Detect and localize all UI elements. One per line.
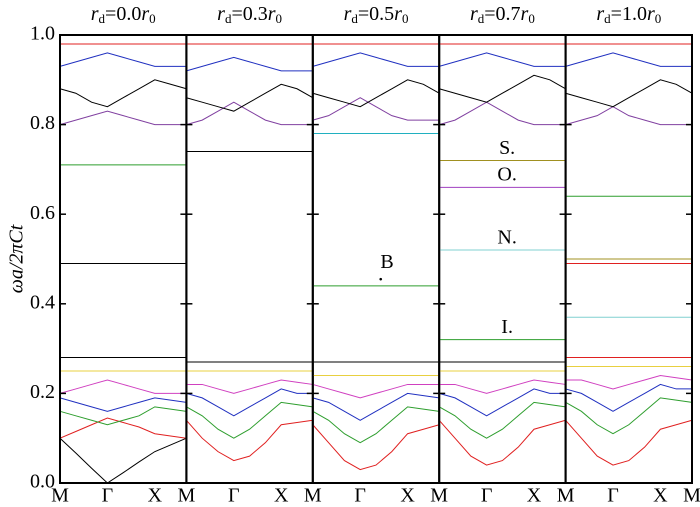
band-line (59, 397, 187, 412)
panel-title: rd=0.3r0 (217, 3, 282, 26)
marker-dot (379, 277, 383, 281)
band-line (186, 379, 313, 394)
band-line (439, 388, 566, 417)
x-tick-label: X (400, 485, 415, 507)
x-tick-label: Γ (354, 485, 366, 507)
annotation: B (380, 251, 393, 273)
band-line (59, 379, 187, 394)
band-line (186, 56, 313, 72)
panel-title: rd=0.0r0 (91, 3, 156, 26)
band-line (59, 417, 187, 439)
y-tick-label: 0.2 (30, 381, 55, 403)
y-axis-label: ωa/2πCt (6, 224, 28, 293)
band-line (59, 437, 187, 484)
band-line (312, 406, 440, 444)
y-tick-label: 0.0 (30, 471, 55, 493)
band-line (439, 52, 566, 67)
band-line (312, 52, 440, 67)
panel-frame (438, 34, 567, 484)
band-line (59, 52, 187, 67)
panel-title: rd=1.0r0 (596, 3, 661, 26)
panel-frame (311, 34, 441, 484)
band-line (312, 424, 440, 471)
x-tick-label: M (178, 485, 196, 507)
x-tick-label: M (557, 485, 575, 507)
y-tick-label: 1.0 (30, 23, 55, 45)
annotation: S. (499, 137, 515, 159)
band-line (439, 74, 566, 103)
x-tick-label: X (274, 485, 289, 507)
x-tick-label: X (653, 485, 668, 507)
band-line (312, 97, 440, 121)
band-line (565, 419, 693, 466)
x-tick-label: X (527, 485, 542, 507)
x-tick-label: Γ (607, 485, 619, 507)
band-line (186, 388, 313, 417)
band-line (59, 406, 187, 426)
y-tick-label: 0.6 (30, 202, 55, 224)
band-line (312, 392, 440, 421)
annotation: O. (497, 164, 516, 186)
band-line (565, 374, 693, 390)
panel-frame (59, 34, 188, 484)
band-line (312, 79, 440, 108)
band-line (438, 401, 566, 439)
y-tick-label: 0.4 (30, 291, 55, 313)
panel-title: rd=0.7r0 (470, 3, 535, 26)
band-line (565, 106, 692, 126)
x-tick-label: X (148, 485, 163, 507)
band-line (312, 383, 440, 399)
panel-title: rd=0.5r0 (344, 3, 409, 26)
annotation: I. (501, 316, 513, 338)
band-line (186, 83, 314, 112)
band-line (59, 79, 187, 108)
band-line (59, 110, 187, 126)
band-line (186, 401, 313, 439)
y-tick-label: 0.8 (30, 112, 55, 134)
band-line (439, 379, 566, 394)
x-tick-label: Γ (481, 485, 493, 507)
x-tick-label: M (683, 485, 700, 507)
annotation: N. (497, 226, 516, 248)
band-line (565, 383, 692, 412)
x-tick-label: Γ (102, 485, 114, 507)
band-line (439, 101, 566, 126)
band-line (186, 419, 313, 462)
x-tick-label: Γ (228, 485, 240, 507)
x-tick-label: M (304, 485, 322, 507)
band-line (438, 419, 566, 466)
band-line (186, 101, 313, 126)
band-line (565, 79, 693, 108)
x-tick-label: M (51, 485, 69, 507)
band-line (565, 52, 692, 67)
band-line (565, 397, 693, 435)
panel-frame (564, 34, 693, 484)
x-tick-label: M (430, 485, 448, 507)
